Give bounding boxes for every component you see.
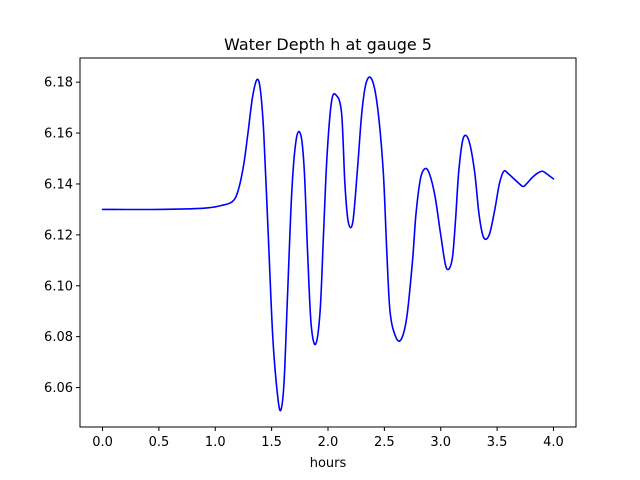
x-tick-label: 4.0: [543, 435, 564, 450]
x-tick-label: 0.5: [149, 435, 170, 450]
x-tick-label: 3.0: [430, 435, 451, 450]
y-axis: 6.06 6.08 6.10 6.12 6.14 6.16 6.18: [44, 76, 80, 396]
x-tick-label: 1.5: [261, 435, 282, 450]
x-tick-label: 3.5: [487, 435, 508, 450]
y-tick-label: 6.10: [44, 279, 73, 294]
x-axis-label: hours: [310, 456, 347, 471]
y-tick-label: 6.18: [44, 76, 73, 91]
y-tick-label: 6.08: [44, 330, 73, 345]
y-tick-label: 6.12: [44, 228, 73, 243]
x-tick-label: 0.0: [92, 435, 113, 450]
y-tick-label: 6.06: [44, 381, 73, 396]
chart-title: Water Depth h at gauge 5: [224, 35, 432, 54]
axes-frame: [79, 57, 577, 428]
y-tick-label: 6.16: [44, 127, 73, 142]
x-tick-label: 1.0: [205, 435, 226, 450]
x-tick-label: 2.5: [374, 435, 395, 450]
series-line-0: [101, 76, 555, 412]
plot-area: [101, 76, 555, 412]
x-tick-label: 2.0: [318, 435, 339, 450]
x-axis: 0.0 0.5 1.0 1.5 2.0 2.5 3.0 3.5 4.0: [92, 427, 564, 450]
y-tick-label: 6.14: [44, 177, 73, 192]
